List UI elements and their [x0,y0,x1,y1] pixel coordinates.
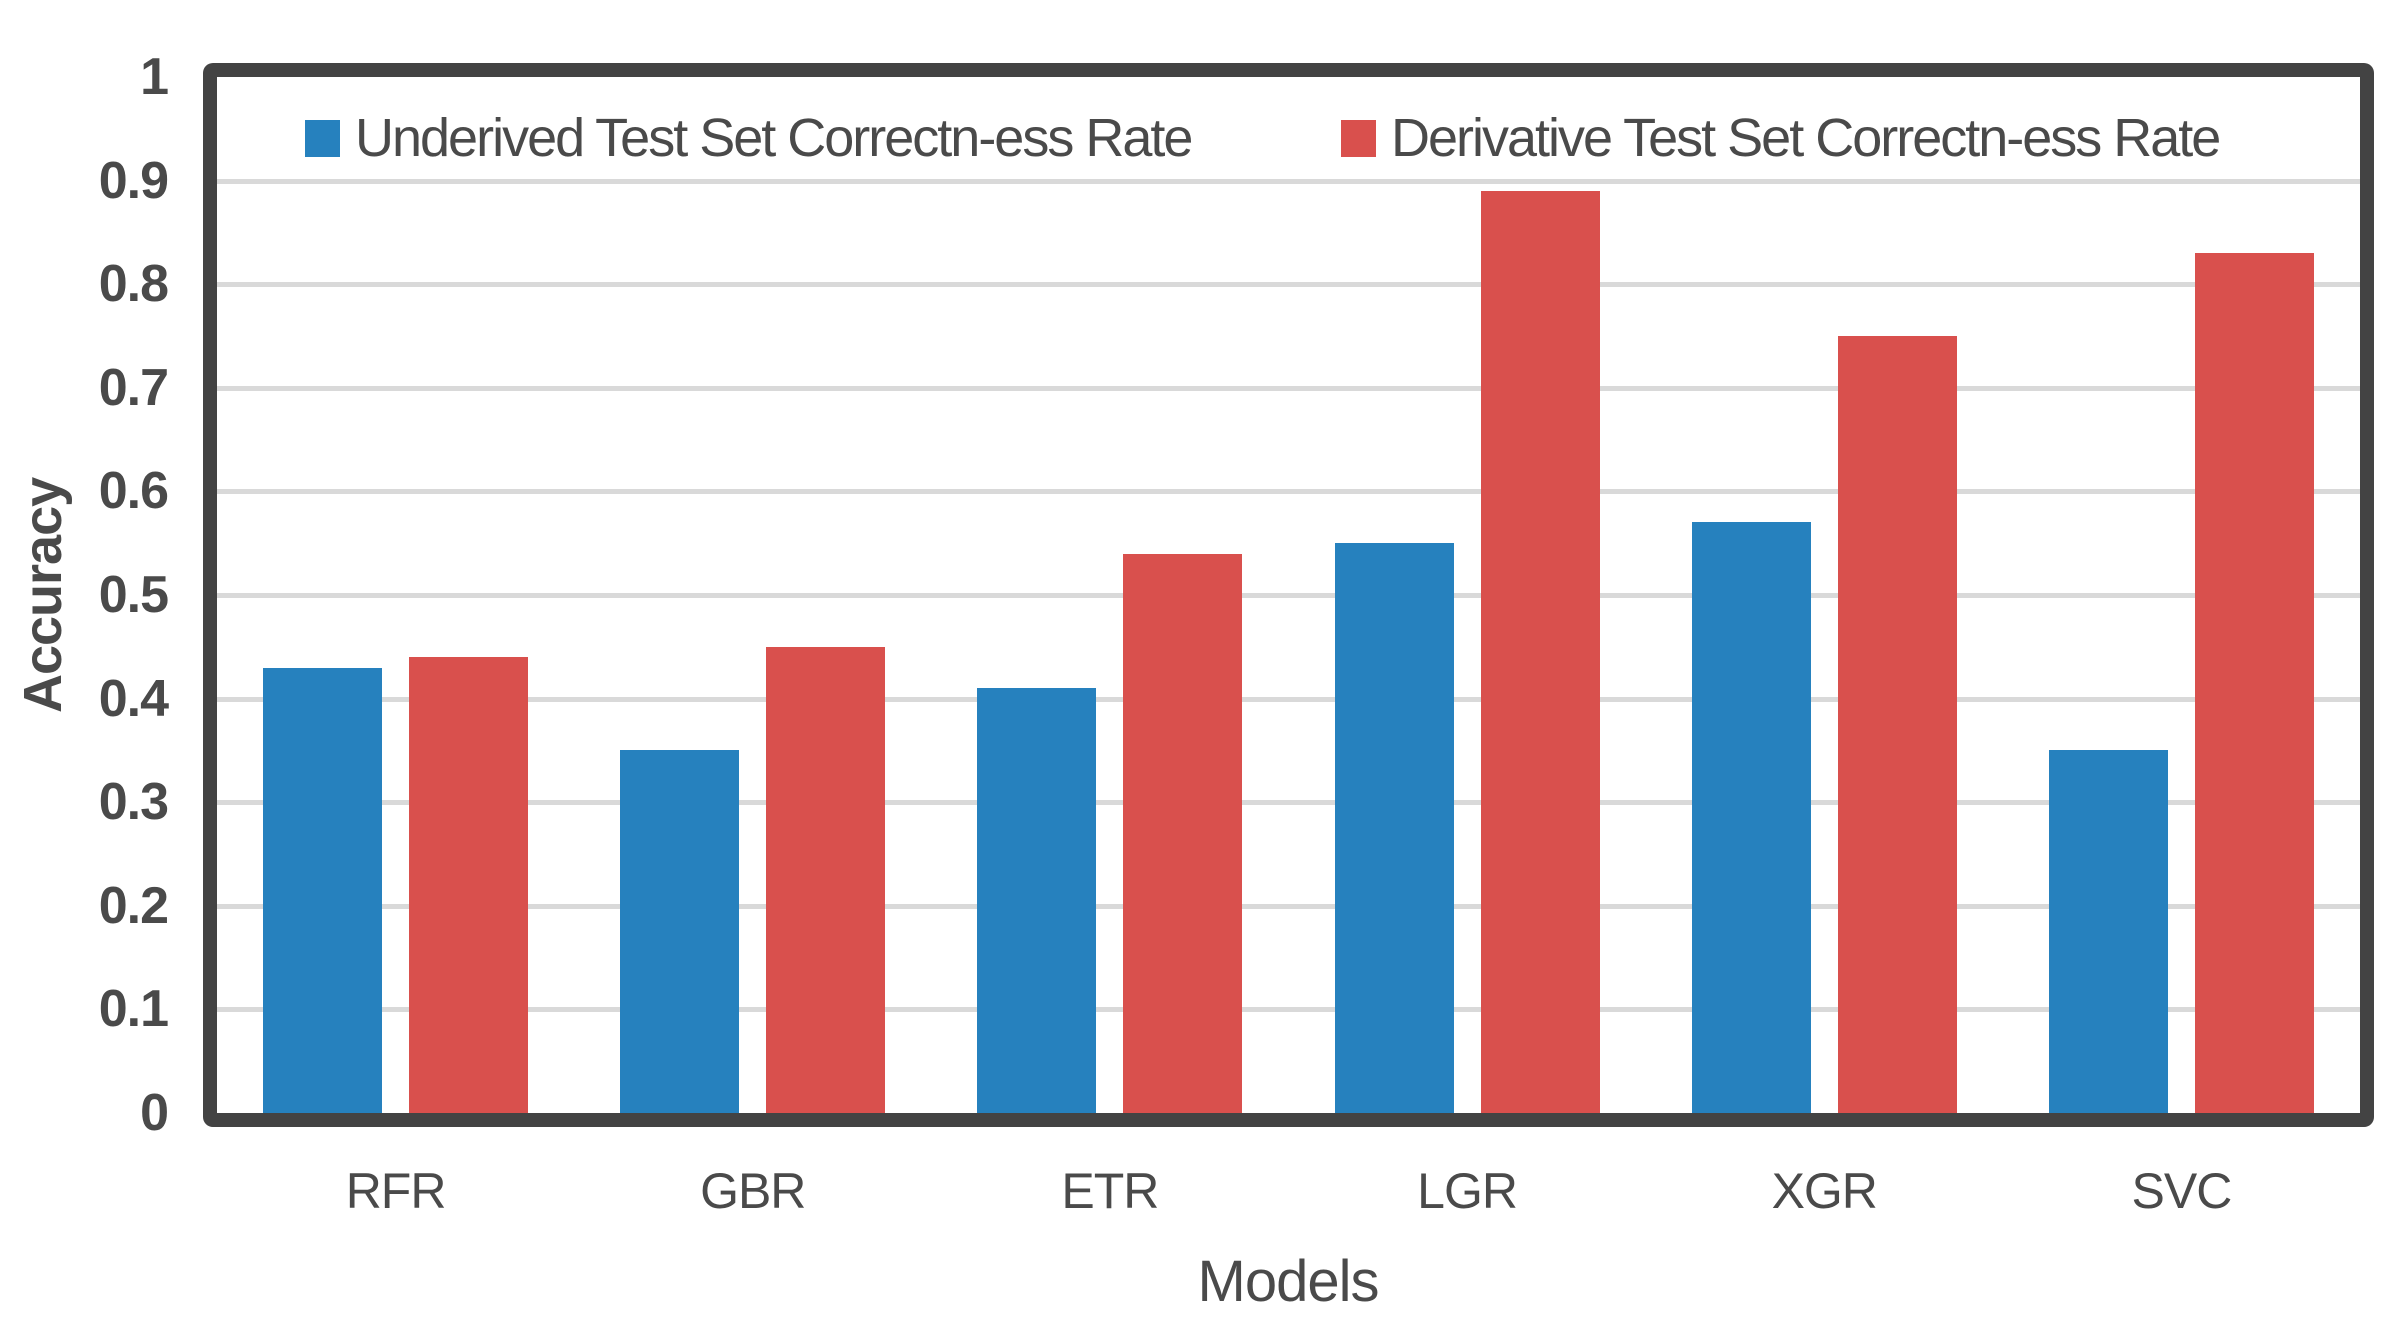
bar-group-gbr [574,77,931,1113]
plot-area: Underived Test Set Correctn-ess Rate Der… [203,63,2374,1127]
legend: Underived Test Set Correctn-ess Rate Der… [217,77,2360,197]
gridline [217,385,2360,391]
x-tick-label-lgr: LGR [1417,1163,1518,1219]
gridlines [217,77,2360,1113]
gridline [217,489,2360,495]
bar-etr-derivative [1123,553,1243,1113]
y-tick-label: 0.7 [98,358,169,417]
x-axis-title: Models [1197,1249,1380,1314]
bar-gbr-derivative [766,646,886,1113]
x-tick-label-xgr: XGR [1771,1163,1878,1219]
y-tick-label: 0.5 [98,566,169,624]
gridline [217,593,2360,598]
gridline [217,282,2360,288]
legend-swatch-red-icon [1341,119,1376,157]
y-tick-label: 0.8 [98,255,169,314]
x-tick-label-etr: ETR [1061,1163,1159,1219]
x-tick-label-rfr: RFR [345,1163,447,1219]
y-tick-label: 0.2 [98,876,169,935]
gridline [217,800,2360,806]
bar-rfr-underived [263,667,383,1113]
legend-entry-underived: Underived Test Set Correctn-ess Rate [305,107,1193,169]
bar-gbr-underived [620,750,740,1113]
bar-svc-underived [2048,750,2168,1113]
legend-entry-derivative: Derivative Test Set Correctn-ess Rate [1341,107,2221,169]
y-tick-label: 0.6 [98,462,169,521]
y-tick-label: 1 [140,48,169,106]
legend-label: Derivative Test Set Correctn-ess Rate [1391,108,2221,168]
y-tick-label: 0 [140,1084,169,1142]
bar-lgr-underived [1334,543,1454,1113]
bars-layer [217,77,2360,1113]
gridline [217,178,2360,184]
y-tick-label: 0.4 [98,669,169,728]
x-tick-label-gbr: GBR [700,1163,806,1219]
y-tick-label: 0.9 [98,151,169,210]
y-tick-label: 0.1 [98,980,169,1039]
gridline [217,903,2360,909]
bar-rfr-derivative [409,657,529,1113]
bar-group-rfr [217,77,574,1113]
bar-group-xgr [1646,77,2003,1113]
legend-swatch-blue-icon [305,119,340,157]
legend-label: Underived Test Set Correctn-ess Rate [355,108,1193,168]
bar-etr-underived [977,688,1097,1113]
bar-group-lgr [1289,77,1646,1113]
gridline [217,696,2360,702]
bar-xgr-underived [1691,522,1811,1113]
bar-xgr-derivative [1837,336,1957,1113]
bar-group-etr [931,77,1288,1113]
gridline [217,1007,2360,1013]
y-tick-label: 0.3 [98,773,169,832]
bar-svc-derivative [2194,253,2314,1113]
bar-lgr-derivative [1480,190,1600,1113]
bar-group-svc [2003,77,2360,1113]
x-tick-label-svc: SVC [2131,1163,2233,1219]
